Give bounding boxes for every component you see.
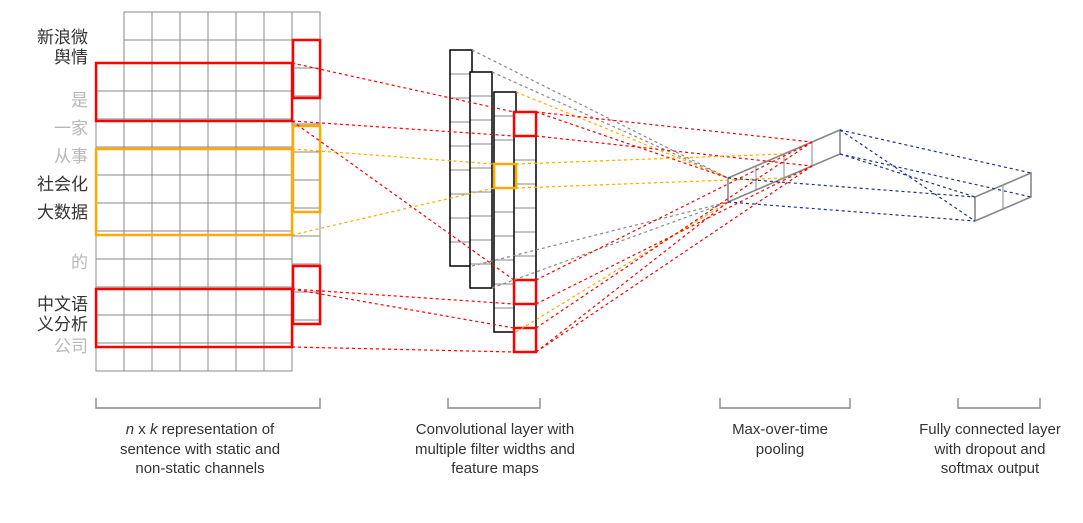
cnn-diagram bbox=[0, 0, 1083, 523]
